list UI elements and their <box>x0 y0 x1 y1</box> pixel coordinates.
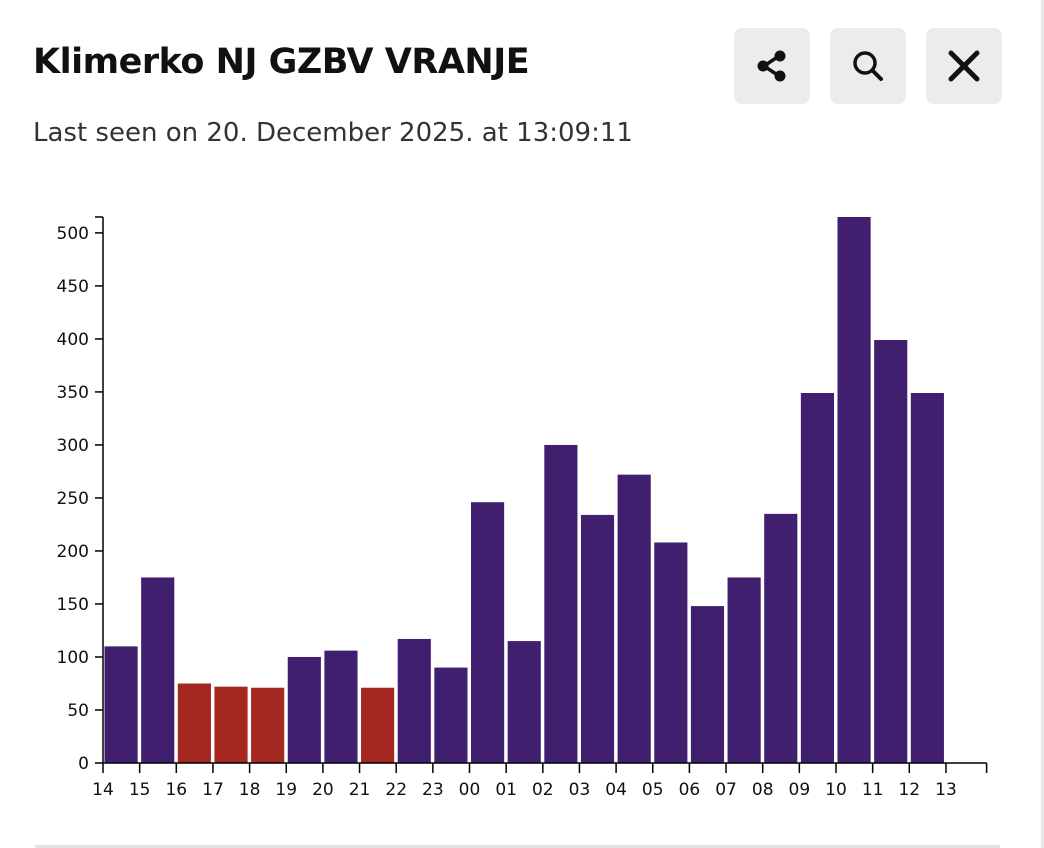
bar-15 <box>141 577 175 763</box>
x-tick-label-05: 05 <box>642 780 664 800</box>
bar-06 <box>690 606 725 763</box>
bar-23 <box>434 667 468 763</box>
last-seen-text: Last seen on 20. December 2025. at 13:09… <box>33 118 633 148</box>
bar-17 <box>214 686 248 763</box>
bar-08 <box>764 513 798 763</box>
x-tick-label-22: 22 <box>385 780 407 800</box>
y-tick-label-450: 450 <box>57 277 89 297</box>
x-tick-label-19: 19 <box>275 780 297 800</box>
x-tick-label-08: 08 <box>752 780 774 800</box>
x-tick-label-18: 18 <box>239 780 261 800</box>
bar-00 <box>471 502 505 763</box>
bar-10 <box>837 217 871 763</box>
search-button[interactable] <box>830 28 906 104</box>
close-button[interactable] <box>926 28 1002 104</box>
bar-02 <box>544 444 578 763</box>
bar-03 <box>580 514 615 763</box>
x-tick-label-11: 11 <box>862 780 884 800</box>
y-tick-label-200: 200 <box>57 542 89 562</box>
y-tick-label-0: 0 <box>78 754 89 774</box>
bar-04 <box>617 474 651 763</box>
x-tick-label-17: 17 <box>202 780 224 800</box>
bar-22 <box>397 638 431 763</box>
x-tick-label-01: 01 <box>495 780 517 800</box>
y-tick-label-400: 400 <box>57 330 89 350</box>
bar-21 <box>361 687 395 763</box>
y-tick-label-50: 50 <box>67 701 89 721</box>
x-tick-label-20: 20 <box>312 780 334 800</box>
bar-09 <box>800 392 834 763</box>
x-tick-label-09: 09 <box>789 780 811 800</box>
y-tick-label-350: 350 <box>57 383 89 403</box>
share-icon <box>755 49 789 83</box>
bar-14 <box>104 646 138 763</box>
x-tick-label-16: 16 <box>165 780 187 800</box>
x-tick-label-14: 14 <box>92 780 114 800</box>
x-tick-label-03: 03 <box>569 780 591 800</box>
bar-12 <box>910 392 944 763</box>
section-divider <box>35 845 1000 848</box>
y-tick-label-500: 500 <box>57 224 89 244</box>
x-tick-label-06: 06 <box>679 780 701 800</box>
x-tick-label-10: 10 <box>825 780 847 800</box>
x-tick-label-00: 00 <box>459 780 481 800</box>
y-tick-label-150: 150 <box>57 595 89 615</box>
close-icon <box>947 49 981 83</box>
x-tick-label-02: 02 <box>532 780 554 800</box>
page-title: Klimerko NJ GZBV VRANJE <box>33 42 530 82</box>
x-tick-label-15: 15 <box>129 780 151 800</box>
bar-05 <box>654 542 688 763</box>
y-tick-label-250: 250 <box>57 489 89 509</box>
y-tick-label-100: 100 <box>57 648 89 668</box>
bar-07 <box>727 577 761 763</box>
bar-11 <box>874 339 908 763</box>
bar-18 <box>251 687 285 763</box>
chart-container: 0 50 100 150 200 250 300 350 400 450 500 14 15 16 17 18… <box>0 190 1044 830</box>
x-tick-label-21: 21 <box>349 780 371 800</box>
x-tick-label-07: 07 <box>715 780 737 800</box>
x-tick-label-13: 13 <box>935 780 957 800</box>
x-tick-label-12: 12 <box>898 780 920 800</box>
bar-16 <box>177 683 211 763</box>
x-tick-label-23: 23 <box>422 780 444 800</box>
x-tick-label-04: 04 <box>605 780 627 800</box>
share-button[interactable] <box>734 28 810 104</box>
search-icon <box>851 49 885 83</box>
bar-19 <box>287 656 321 763</box>
bar-01 <box>507 641 541 763</box>
page-edge <box>1041 0 1044 848</box>
bar-20 <box>324 650 358 763</box>
y-tick-label-300: 300 <box>57 436 89 456</box>
